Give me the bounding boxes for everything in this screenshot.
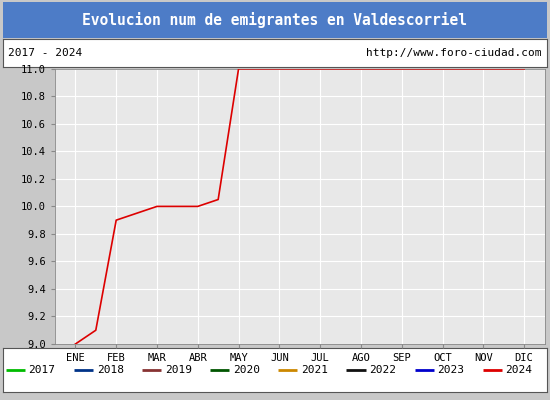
Text: 2018: 2018 (97, 365, 124, 375)
Text: 2022: 2022 (369, 365, 396, 375)
Text: 2020: 2020 (233, 365, 260, 375)
Text: 2024: 2024 (505, 365, 532, 375)
Text: 2017 - 2024: 2017 - 2024 (8, 48, 82, 58)
Text: 2019: 2019 (165, 365, 192, 375)
Text: 2023: 2023 (437, 365, 464, 375)
Text: http://www.foro-ciudad.com: http://www.foro-ciudad.com (366, 48, 542, 58)
Text: 2017: 2017 (29, 365, 56, 375)
Text: Evolucion num de emigrantes en Valdescorriel: Evolucion num de emigrantes en Valdescor… (82, 12, 468, 28)
Text: 2021: 2021 (301, 365, 328, 375)
